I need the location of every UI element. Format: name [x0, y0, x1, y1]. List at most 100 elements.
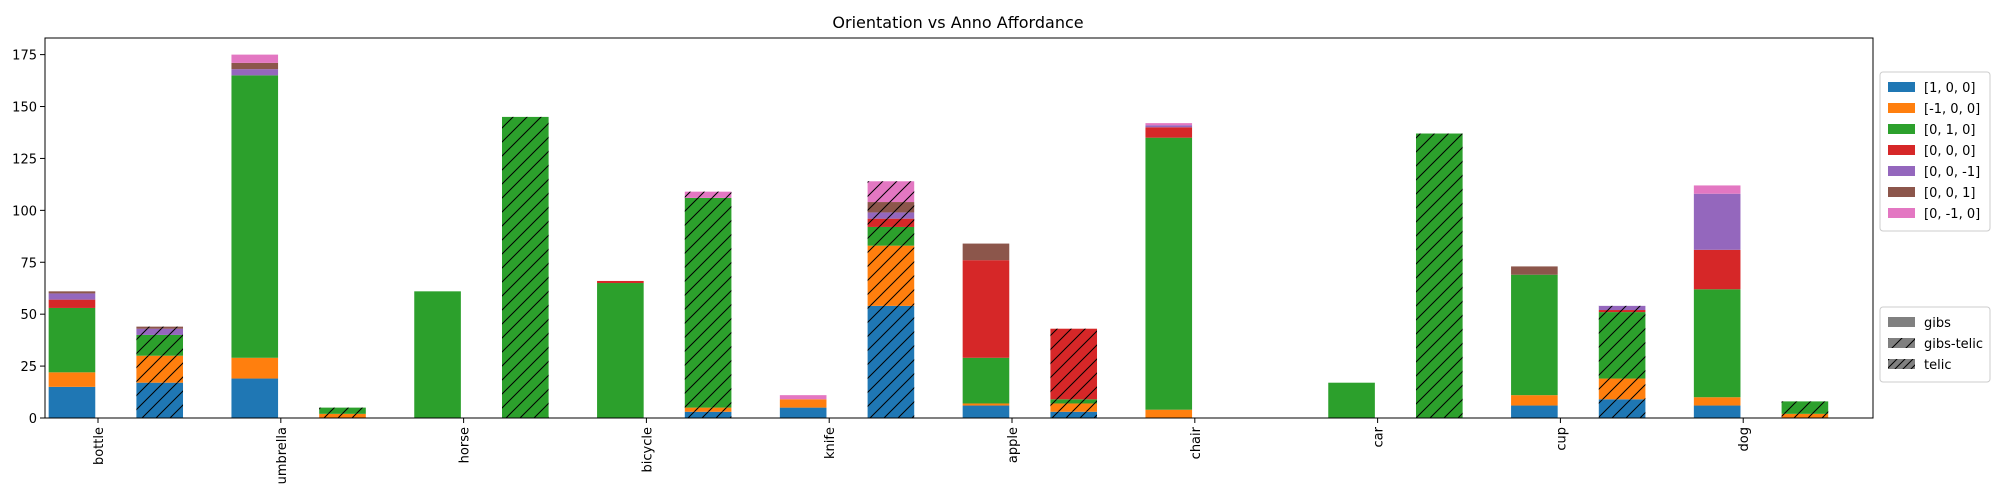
bar-apple-gibs-seg-1: [962, 403, 1010, 406]
y-tick-label: 175: [12, 49, 37, 64]
legend-label-1: [-1, 0, 0]: [1924, 102, 1980, 117]
bar-bicycle-gibs-telic-seg-6-hatch: [684, 191, 732, 198]
bar-apple-gibs-telic-seg-3-hatch: [1050, 328, 1098, 400]
bar-knife-gibs-telic-seg-2-hatch: [867, 226, 915, 246]
y-tick-label: 150: [12, 101, 37, 116]
bar-bicycle-gibs-telic-seg-1-hatch: [684, 407, 732, 412]
bar-umbrella-gibs-seg-2: [231, 75, 279, 358]
bar-car-gibs-telic-seg-2-hatch: [1416, 133, 1463, 419]
y-tick-label: 25: [20, 360, 37, 375]
bar-chair-gibs-seg-2: [1145, 137, 1193, 410]
bar-cup-gibs-telic-seg-2-hatch: [1598, 312, 1646, 379]
legend-swatch-1: [1888, 103, 1915, 113]
bar-chair-gibs-seg-3: [1145, 127, 1193, 138]
bar-car-gibs-seg-2: [1328, 382, 1375, 418]
x-tick-label: umbrella: [275, 427, 290, 484]
bar-bottle-gibs-telic-seg-5-hatch: [136, 326, 184, 329]
legend-label-4: [0, 0, -1]: [1924, 165, 1980, 180]
bar-chair-gibs-seg-6: [1145, 123, 1193, 126]
bar-knife-gibs-telic-seg-5-hatch: [867, 202, 915, 213]
bar-bicycle-gibs-telic-seg-2-hatch: [684, 197, 732, 408]
bar-bottle-gibs-telic-seg-2-hatch: [136, 334, 184, 356]
bar-umbrella-gibs-seg-0: [231, 378, 279, 418]
bar-bicycle-gibs-seg-3: [597, 280, 644, 284]
bar-knife-gibs-telic-seg-1-hatch: [867, 245, 915, 306]
bar-bottle-gibs-seg-3: [48, 299, 96, 308]
bar-knife-gibs-telic-seg-3-hatch: [867, 218, 915, 227]
bar-dog-gibs-seg-3: [1693, 249, 1741, 290]
affordance-label-0: gibs: [1924, 316, 1951, 331]
affordance-swatch-hatch-1: [1888, 338, 1915, 348]
bar-bottle-gibs-telic-seg-0-hatch: [136, 382, 184, 418]
affordance-label-2: telic: [1924, 358, 1951, 373]
plot-frame: [44, 37, 1874, 419]
bar-cup-gibs-telic-seg-0-hatch: [1598, 399, 1646, 418]
legend-swatch-4: [1888, 166, 1915, 176]
y-tick-label: 125: [12, 152, 37, 167]
bar-dog-gibs-seg-6: [1693, 185, 1741, 194]
legend-label-2: [0, 1, 0]: [1924, 123, 1976, 138]
bar-horse-gibs-seg-2: [414, 291, 461, 418]
bar-bottle-gibs-seg-2: [48, 307, 96, 373]
bar-umbrella-gibs-seg-1: [231, 357, 279, 379]
bar-dog-gibs-telic-seg-2-hatch: [1781, 401, 1829, 414]
bar-cup-gibs-seg-2: [1511, 274, 1558, 396]
bar-bottle-gibs-seg-5: [48, 291, 96, 294]
bar-knife-gibs-seg-0: [779, 407, 827, 418]
legend-swatch-5: [1888, 187, 1915, 197]
bar-umbrella-gibs-seg-6: [231, 54, 279, 63]
bar-bicycle-gibs-seg-2: [597, 283, 644, 418]
bar-apple-gibs-seg-0: [962, 405, 1010, 418]
x-tick-label: cup: [1554, 427, 1569, 451]
bar-umbrella-gibs-seg-5: [231, 62, 279, 70]
bar-dog-gibs-telic-seg-1-hatch: [1781, 413, 1829, 418]
bar-bottle-gibs-telic-seg-1-hatch: [136, 355, 184, 383]
legend-label-0: [1, 0, 0]: [1924, 81, 1976, 96]
bar-cup-gibs-seg-5: [1511, 266, 1558, 275]
legend-label-5: [0, 0, 1]: [1924, 186, 1976, 201]
bar-knife-gibs-telic-seg-4-hatch: [867, 212, 915, 219]
chart-title: Orientation vs Anno Affordance: [832, 13, 1083, 32]
bar-cup-gibs-telic-seg-4-hatch: [1598, 305, 1646, 311]
legend-swatch-6: [1888, 208, 1915, 218]
bar-bottle-gibs-seg-4: [48, 293, 96, 300]
bar-apple-gibs-seg-3: [962, 260, 1010, 358]
legend-swatch-0: [1888, 82, 1915, 92]
bar-knife-gibs-seg-1: [779, 399, 827, 408]
bar-bottle-gibs-seg-0: [48, 386, 96, 418]
x-tick-label: bottle: [92, 427, 107, 465]
bar-cup-gibs-telic-seg-3-hatch: [1598, 310, 1646, 313]
bar-dog-gibs-seg-1: [1693, 397, 1741, 406]
affordance-label-1: gibs-telic: [1924, 337, 1983, 352]
bar-dog-gibs-seg-2: [1693, 289, 1741, 398]
bar-apple-gibs-telic-seg-1-hatch: [1050, 403, 1098, 412]
bar-bottle-gibs-telic-seg-4-hatch: [136, 328, 184, 335]
bar-apple-gibs-seg-2: [962, 357, 1010, 404]
legend-layer: [1, 0, 0] [-1, 0, 0] [0, 1, 0] [0, 0, 0] [0,…: [1879, 71, 1991, 383]
bar-apple-gibs-seg-5: [962, 243, 1010, 261]
bar-umbrella-gibs-telic-seg-1-hatch: [319, 413, 366, 418]
x-tick-label: chair: [1189, 426, 1204, 459]
x-tick-label: apple: [1006, 427, 1021, 463]
legend-label-3: [0, 0, 0]: [1924, 144, 1976, 159]
bar-knife-gibs-telic-seg-6-hatch: [867, 181, 915, 203]
x-tick-label: knife: [823, 427, 838, 459]
bar-cup-gibs-seg-1: [1511, 395, 1558, 406]
x-tick-label: car: [1372, 426, 1387, 447]
bar-cup-gibs-seg-0: [1511, 405, 1558, 418]
bar-knife-gibs-seg-6: [779, 395, 827, 400]
bar-dog-gibs-seg-4: [1693, 193, 1741, 250]
bars-layer: [48, 54, 1829, 419]
bar-horse-gibs-telic-seg-2-hatch: [502, 116, 549, 418]
axes-layer: 0 25 50 75 100 125 150 175 bottle umbrella horse bi…: [12, 37, 1874, 484]
x-tick-label: bicycle: [640, 427, 655, 472]
legend-label-6: [0, -1, 0]: [1924, 207, 1980, 222]
bar-umbrella-gibs-seg-4: [231, 69, 279, 76]
bar-apple-gibs-telic-seg-2-hatch: [1050, 399, 1098, 404]
bar-chair-gibs-seg-4: [1145, 125, 1193, 128]
bar-bicycle-gibs-telic-seg-0-hatch: [684, 411, 732, 418]
y-tick-label: 50: [20, 308, 37, 323]
y-tick-label: 0: [29, 412, 37, 427]
